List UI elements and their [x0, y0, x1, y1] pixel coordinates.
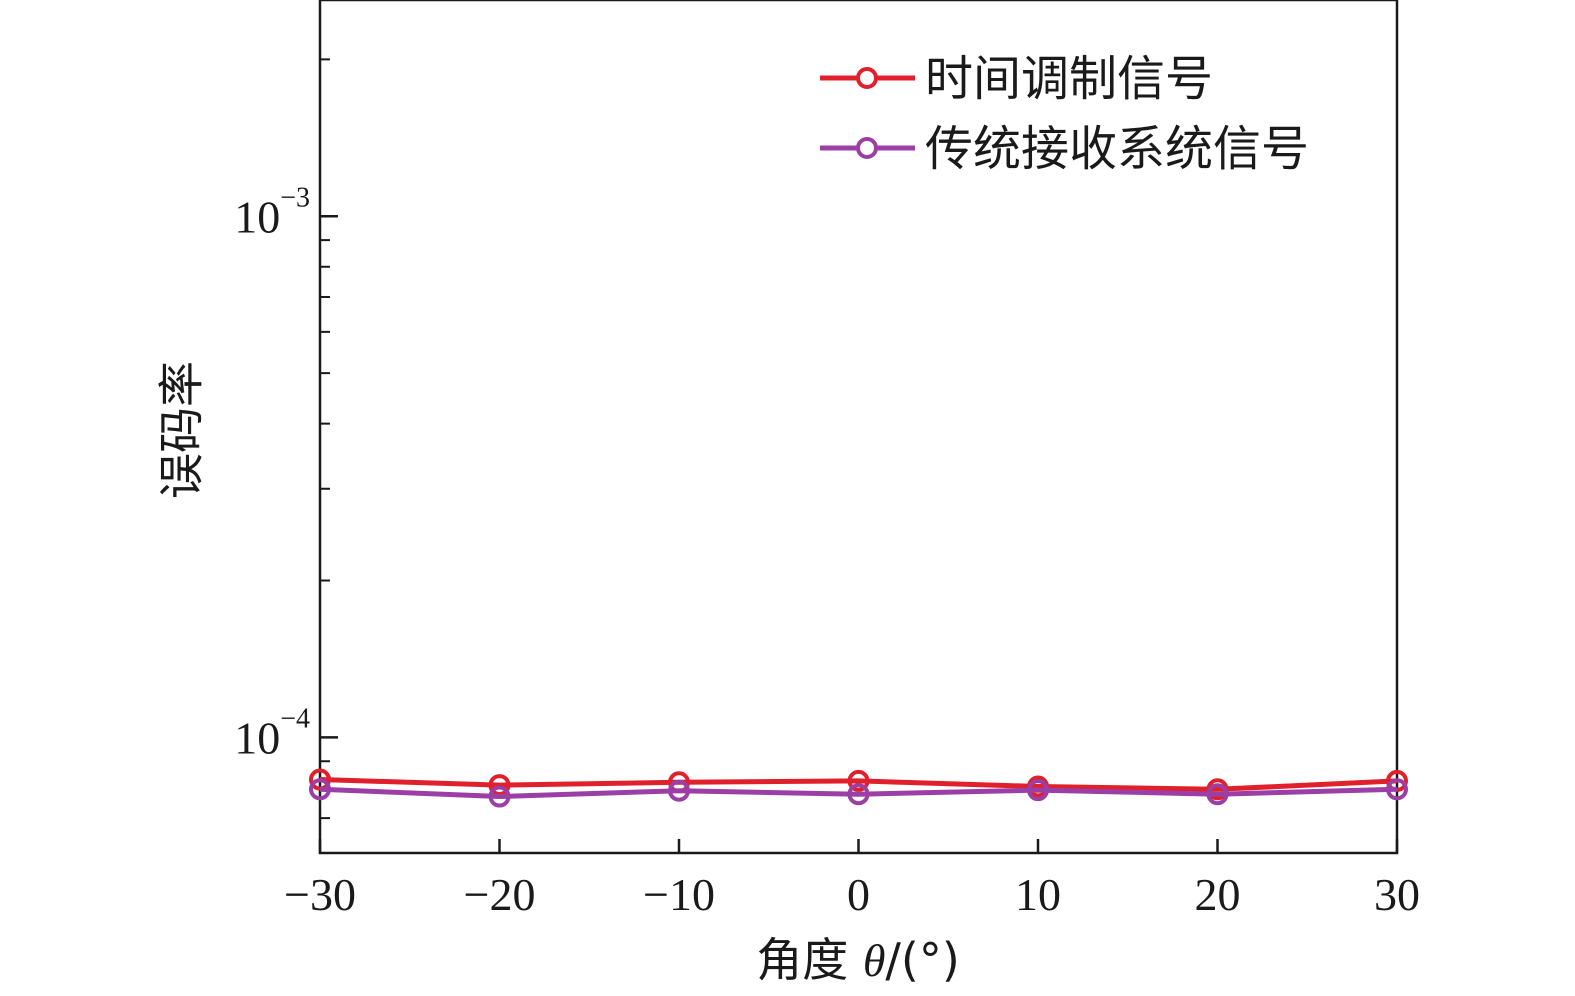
y-tick-label-base: 10: [234, 191, 280, 242]
series-layer: [309, 768, 1408, 808]
x-axis-label-suffix: /(°): [885, 933, 959, 987]
series-2: [309, 778, 1408, 808]
x-ticks: −30 −20 −10 0 10 20 30: [284, 839, 1420, 920]
x-tick-label: −20: [464, 869, 536, 920]
y-tick-label-base: 10: [234, 712, 280, 763]
x-axis-label: 角度 θ/(°): [756, 933, 960, 987]
data-point: [668, 779, 690, 802]
x-tick-label: −30: [284, 869, 356, 920]
x-tick-label: −10: [643, 869, 715, 920]
y-tick-label-exponent: −4: [280, 703, 310, 734]
data-point: [1206, 783, 1229, 806]
legend-label: 传统接收系统信号: [925, 121, 1309, 177]
data-point: [309, 778, 331, 801]
x-tick-label: 20: [1195, 869, 1241, 920]
y-minor-ticks: [320, 58, 330, 854]
x-tick-label: 30: [1374, 869, 1420, 920]
data-point: [309, 768, 331, 791]
data-point: [488, 785, 511, 808]
x-tick-label: 10: [1015, 869, 1061, 920]
legend-item: 时间调制信号: [820, 51, 1213, 107]
y-tick-label: 10−4: [234, 703, 310, 763]
data-point: [847, 783, 870, 806]
series-line: [319, 786, 1398, 800]
legend-swatch-marker: [856, 137, 878, 159]
series-line: [319, 777, 1398, 792]
legend-item: 传统接收系统信号: [820, 121, 1309, 177]
y-axis-label: 误码率: [155, 361, 209, 499]
x-axis-label-prefix: 角度: [756, 933, 863, 987]
data-point: [847, 769, 870, 792]
data-point: [1027, 779, 1049, 802]
x-axis-label-symbol: θ: [863, 935, 886, 986]
y-tick-label-exponent: −3: [280, 182, 310, 213]
x-tick-label: 0: [847, 869, 870, 920]
y-major-ticks: 10−410−3: [234, 182, 338, 763]
legend-swatch-marker: [856, 67, 878, 89]
data-point: [1386, 778, 1408, 801]
y-tick-label: 10−3: [234, 182, 310, 242]
legend-label: 时间调制信号: [925, 51, 1213, 107]
